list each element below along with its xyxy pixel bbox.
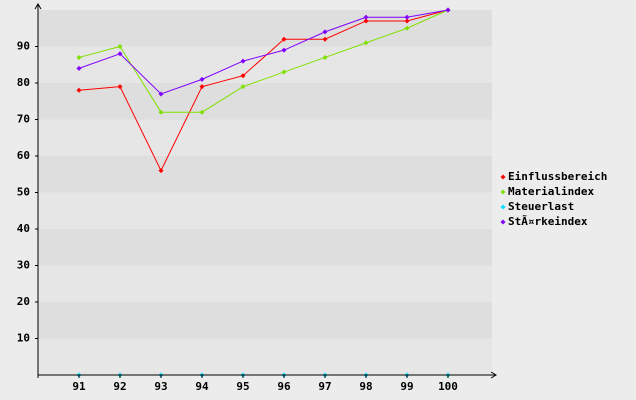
legend-label: Einflussbereich (508, 170, 607, 183)
data-point (240, 73, 246, 79)
y-tick-label: 30 (17, 259, 30, 272)
data-point (281, 36, 287, 42)
x-tick-label: 93 (154, 380, 167, 393)
x-tick-label: 97 (318, 380, 331, 393)
data-point (117, 51, 123, 57)
data-point (281, 47, 287, 53)
legend-label: Steuerlast (508, 200, 574, 213)
data-point (322, 36, 328, 42)
y-tick-label: 90 (17, 40, 30, 53)
plot-band (38, 119, 492, 156)
y-tick-label: 80 (17, 76, 30, 89)
x-tick-label: 100 (438, 380, 458, 393)
data-point (158, 109, 164, 115)
y-tick-label: 40 (17, 222, 30, 235)
data-point (76, 87, 82, 93)
legend-marker (500, 189, 506, 195)
x-tick-label: 96 (277, 380, 291, 393)
data-point (117, 84, 123, 90)
y-tick-label: 10 (17, 332, 30, 345)
plot-band (38, 83, 492, 120)
plot-band (38, 156, 492, 193)
data-point (281, 69, 287, 75)
data-point (240, 84, 246, 90)
y-tick-label: 50 (17, 186, 30, 199)
plot-band (38, 302, 492, 339)
data-point (322, 29, 328, 35)
data-point (199, 76, 205, 82)
data-point (76, 54, 82, 60)
legend-marker (500, 174, 506, 180)
x-tick-label: 92 (113, 380, 126, 393)
series-line (78, 9, 449, 172)
data-point (445, 7, 451, 13)
data-point (404, 14, 410, 20)
data-point (363, 14, 369, 20)
plot-band (38, 229, 492, 266)
data-point (363, 40, 369, 46)
data-point (76, 65, 82, 71)
data-point (363, 18, 369, 24)
plot-band (38, 10, 492, 47)
plot-band (38, 192, 492, 229)
x-tick-label: 99 (400, 380, 413, 393)
series-line (78, 9, 449, 95)
data-point (322, 54, 328, 60)
legend-label: Materialindex (508, 185, 594, 198)
x-axis-arrow (490, 371, 497, 379)
x-tick-label: 91 (72, 380, 86, 393)
y-axis-arrow (34, 3, 42, 10)
data-point (117, 44, 123, 49)
x-tick-label: 94 (195, 380, 209, 393)
legend-label: StÃ¤rkeindex (508, 215, 588, 228)
data-point (404, 25, 410, 31)
data-point (199, 109, 205, 115)
x-tick-label: 98 (359, 380, 372, 393)
data-point (240, 58, 246, 64)
data-point (404, 18, 410, 24)
y-tick-label: 70 (17, 113, 30, 126)
plot-band (38, 265, 492, 302)
x-tick-label: 95 (236, 380, 249, 393)
y-tick-label: 20 (17, 295, 30, 308)
data-point (199, 84, 205, 90)
data-point (158, 91, 164, 97)
series-line (78, 9, 449, 113)
y-tick-label: 60 (17, 149, 30, 162)
plot-band (38, 46, 492, 83)
legend-marker (500, 219, 506, 225)
data-point (158, 168, 164, 174)
plot-band (38, 338, 492, 375)
legend-marker (500, 204, 506, 210)
